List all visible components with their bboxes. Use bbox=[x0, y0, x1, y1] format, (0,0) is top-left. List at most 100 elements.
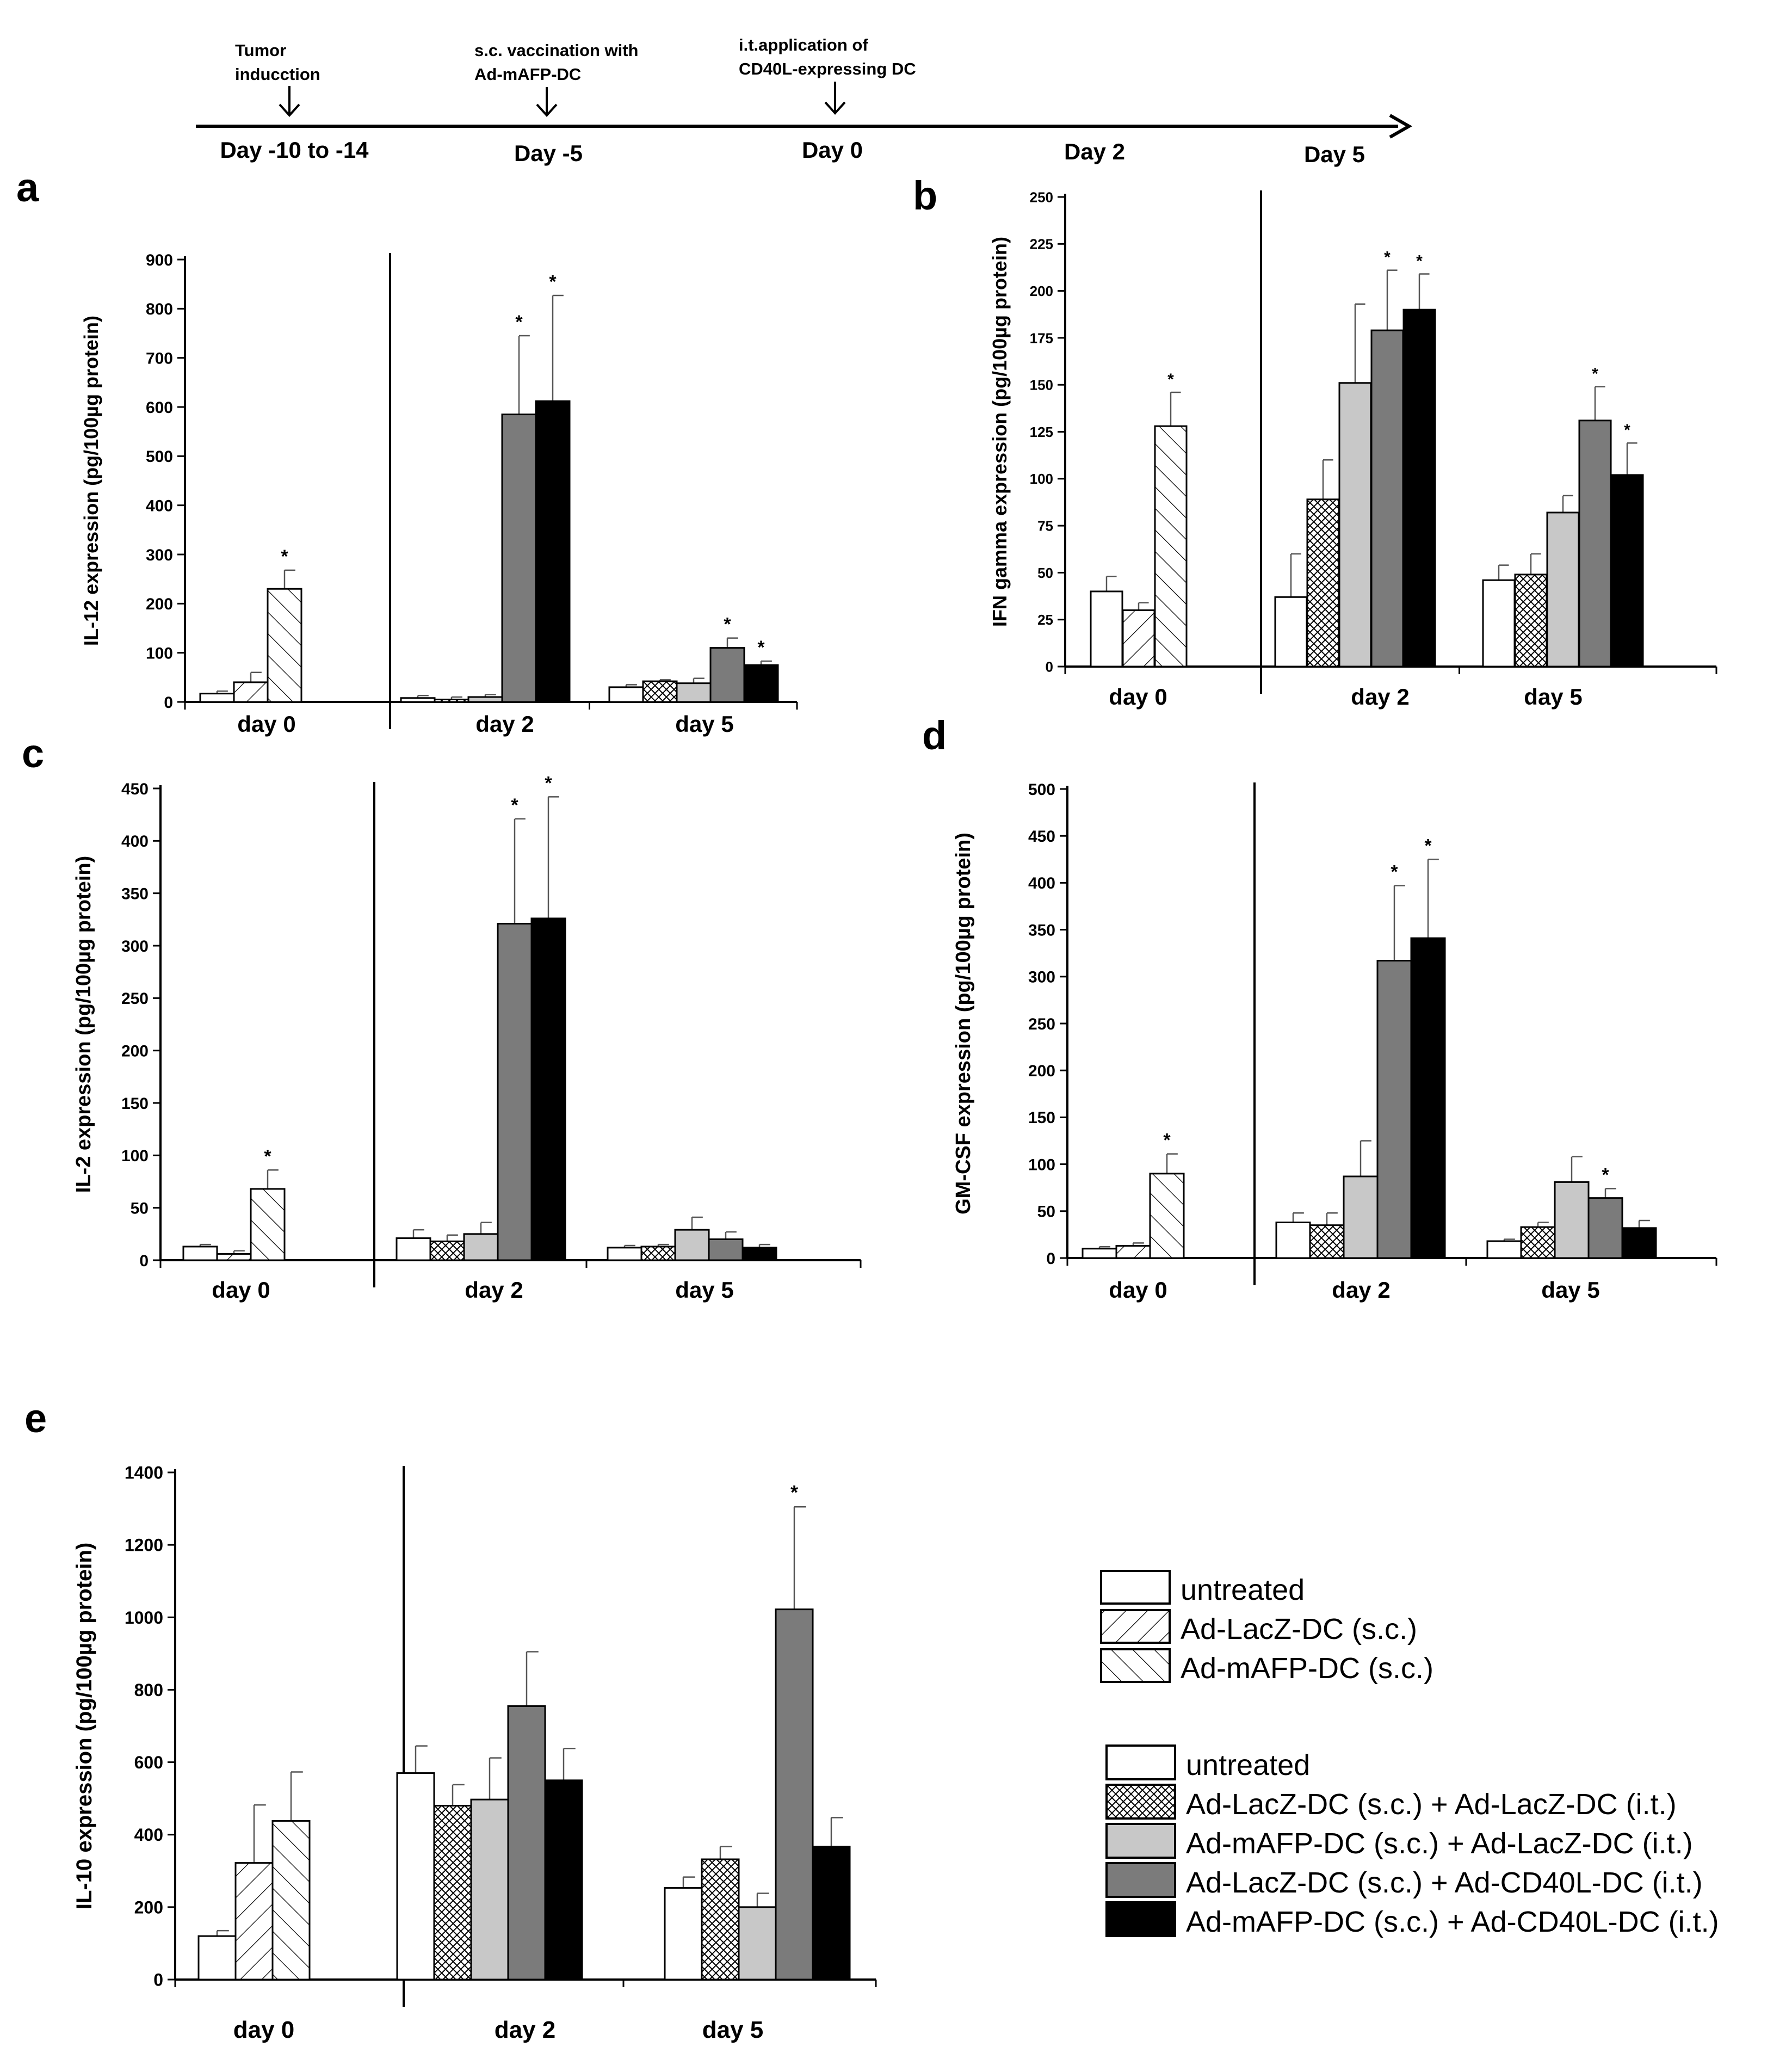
bar-d-day2-lacz-lacz bbox=[1309, 1224, 1345, 1259]
y-tick-label-a: 500 bbox=[146, 448, 173, 466]
timeline-day-4: Day 2 bbox=[1064, 139, 1125, 164]
bar-c-day0-lacz-sc bbox=[216, 1253, 252, 1261]
y-tick-label-d: 450 bbox=[1028, 828, 1055, 846]
y-tick-label-b: 0 bbox=[1046, 658, 1053, 675]
y-tick-label-b: 150 bbox=[1030, 377, 1053, 393]
bar-e-day0-untreated bbox=[197, 1935, 237, 1981]
legend-swatch-untreated-1 bbox=[1100, 1570, 1171, 1605]
legend-swatch-untreated-2 bbox=[1105, 1744, 1176, 1780]
y-tick-label-e: 200 bbox=[134, 1897, 163, 1917]
bar-e-day2-mafp-lacz bbox=[470, 1798, 509, 1981]
legend-group-2: untreated Ad-LacZ-DC (s.c.) + Ad-LacZ-DC… bbox=[1105, 1744, 1719, 1938]
significance-marker-a: * bbox=[281, 546, 288, 567]
bar-c-day2-untreated bbox=[396, 1237, 431, 1261]
bar-a-day5-mafp-cd40l bbox=[743, 664, 779, 703]
significance-marker-b: * bbox=[1416, 252, 1423, 270]
x-group-label-a: day 5 bbox=[675, 711, 733, 737]
y-tick-label-e: 0 bbox=[153, 1970, 163, 1990]
legend-label-lacz-sc: Ad-LacZ-DC (s.c.) bbox=[1181, 1613, 1417, 1645]
x-group-label-e: day 0 bbox=[233, 2017, 295, 2043]
y-tick-label-b: 25 bbox=[1037, 612, 1053, 628]
y-tick-label-d: 150 bbox=[1028, 1109, 1055, 1127]
significance-marker-c: * bbox=[264, 1146, 271, 1167]
y-tick-label-a: 800 bbox=[146, 300, 173, 318]
x-group-label-d: day 2 bbox=[1332, 1277, 1390, 1303]
chart-panel-b: 0 25 50 75 100 125 150 175 200 225 250 IFN gamma ex… bbox=[988, 189, 1717, 710]
bar-d-day0-lacz-sc bbox=[1115, 1245, 1151, 1259]
y-tick-label-e: 600 bbox=[134, 1753, 163, 1772]
legend-group-1: untreated Ad-LacZ-DC (s.c.) Ad-mAFP-DC (… bbox=[1100, 1570, 1433, 1685]
timeline-day-5: Day 5 bbox=[1304, 141, 1365, 167]
chart-panel-c: 0 50 100 150 200 250 300 350 400 450 IL-2 expressi… bbox=[72, 773, 862, 1303]
y-tick-label-a: 300 bbox=[146, 546, 173, 564]
legend-swatch-lacz-sc bbox=[1100, 1609, 1171, 1644]
significance-marker-a: * bbox=[757, 637, 765, 658]
x-group-label-b: day 2 bbox=[1351, 684, 1409, 710]
chart-panel-a: 0 100 200 300 400 500 600 700 800 900 IL-12 expres… bbox=[80, 251, 798, 737]
significance-marker-b: * bbox=[1167, 371, 1174, 389]
bar-c-day5-mafp-cd40l bbox=[741, 1247, 777, 1261]
y-axis-title-c: IL-2 expression (pg/100µg protein) bbox=[72, 856, 95, 1193]
y-tick-label-b: 125 bbox=[1030, 424, 1053, 440]
significance-marker-d: * bbox=[1391, 862, 1398, 883]
bar-b-day2-lacz-lacz bbox=[1306, 498, 1340, 668]
y-tick-label-b: 225 bbox=[1030, 236, 1053, 252]
bar-b-day2-mafp-lacz bbox=[1338, 382, 1372, 668]
y-tick-label-a: 600 bbox=[146, 399, 173, 417]
bar-d-day0-mafp-sc bbox=[1149, 1173, 1185, 1259]
significance-marker-b: * bbox=[1624, 421, 1630, 439]
significance-marker-b: * bbox=[1592, 365, 1598, 383]
bar-b-day2-untreated bbox=[1274, 596, 1308, 668]
y-tick-label-a: 200 bbox=[146, 595, 173, 613]
bar-a-day0-mafp-sc bbox=[267, 588, 302, 703]
bar-b-day5-mafp-lacz bbox=[1546, 511, 1580, 668]
bar-c-day5-untreated bbox=[607, 1247, 642, 1261]
significance-marker-d: * bbox=[1163, 1130, 1171, 1151]
x-group-label-b: day 5 bbox=[1524, 684, 1582, 710]
legend-swatch-mafp-cd40l bbox=[1105, 1901, 1176, 1937]
timeline-event-1-arrow-icon bbox=[279, 86, 300, 117]
bar-a-day5-untreated bbox=[608, 686, 644, 703]
y-tick-label-e: 1200 bbox=[125, 1536, 163, 1555]
panel-letter-d: d bbox=[922, 713, 947, 758]
significance-marker-a: * bbox=[515, 312, 523, 332]
y-tick-label-c: 0 bbox=[139, 1252, 149, 1270]
y-tick-label-d: 50 bbox=[1037, 1203, 1055, 1221]
y-tick-label-b: 250 bbox=[1030, 189, 1053, 205]
bar-b-day0-mafp-sc bbox=[1154, 425, 1188, 668]
bar-d-day5-lacz-lacz bbox=[1520, 1226, 1556, 1259]
legend-swatch-mafp-lacz bbox=[1105, 1823, 1176, 1859]
bar-b-day0-lacz-sc bbox=[1122, 609, 1155, 668]
y-axis-title-e: IL-10 expression (pg/100µg protein) bbox=[72, 1543, 96, 1909]
y-tick-label-e: 400 bbox=[134, 1825, 163, 1845]
bar-e-day0-mafp-sc bbox=[271, 1820, 311, 1981]
bar-e-day2-lacz-cd40l bbox=[507, 1705, 546, 1981]
y-tick-label-e: 800 bbox=[134, 1680, 163, 1700]
x-group-label-e: day 5 bbox=[702, 2017, 764, 2043]
legend-label-mafp-sc: Ad-mAFP-DC (s.c.) bbox=[1181, 1652, 1433, 1685]
timeline-event-1-line2: inducction bbox=[235, 65, 320, 84]
bar-a-day2-lacz-cd40l bbox=[501, 414, 537, 703]
legend-label-untreated-2: untreated bbox=[1186, 1749, 1310, 1781]
bar-a-day5-lacz-cd40l bbox=[709, 647, 745, 703]
significance-marker-e: * bbox=[790, 1481, 798, 1503]
bar-b-day5-mafp-cd40l bbox=[1610, 474, 1644, 668]
legend-swatch-mafp-sc bbox=[1100, 1648, 1171, 1683]
bar-b-day0-untreated bbox=[1090, 590, 1123, 668]
bar-a-day2-mafp-cd40l bbox=[535, 400, 571, 703]
y-tick-label-a: 100 bbox=[146, 644, 173, 662]
bar-c-day0-mafp-sc bbox=[250, 1188, 286, 1261]
y-axis-title-a: IL-12 expression (pg/100µg protein) bbox=[80, 316, 102, 646]
bar-a-day2-untreated bbox=[400, 697, 436, 703]
bar-b-day2-mafp-cd40l bbox=[1402, 309, 1436, 668]
y-tick-label-d: 0 bbox=[1046, 1250, 1055, 1268]
bar-b-day2-lacz-cd40l bbox=[1370, 329, 1404, 668]
y-tick-label-a: 0 bbox=[164, 694, 173, 712]
bar-d-day5-mafp-lacz bbox=[1554, 1181, 1590, 1259]
legend: untreated Ad-LacZ-DC (s.c.) Ad-mAFP-DC (… bbox=[1100, 1570, 1719, 1938]
panel-letter-b: b bbox=[913, 173, 937, 218]
timeline-event-3-line1: i.t.application of bbox=[739, 35, 868, 54]
bar-c-day2-lacz-lacz bbox=[429, 1240, 465, 1261]
y-tick-label-d: 500 bbox=[1028, 781, 1055, 799]
